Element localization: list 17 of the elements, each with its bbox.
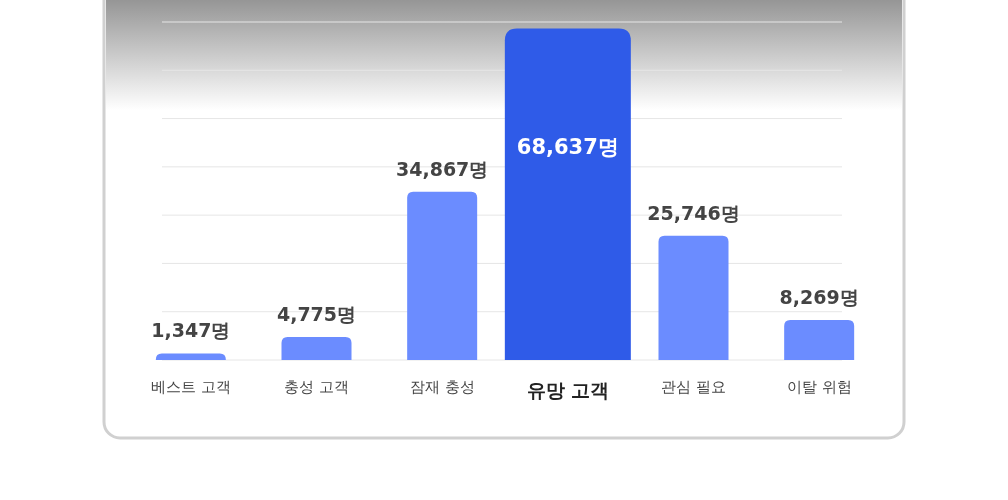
- data-label: 8,269명: [779, 286, 859, 309]
- data-label: 68,637명: [516, 135, 619, 160]
- bar: [155, 353, 226, 360]
- data-label: 1,347명: [151, 319, 231, 342]
- x-tick-label: 유망 고객: [526, 379, 610, 401]
- bar: [281, 336, 352, 360]
- data-label: 25,746명: [647, 201, 740, 224]
- bar: [658, 235, 729, 360]
- x-tick-label: 관심 필요: [661, 378, 726, 396]
- bar: [784, 320, 855, 360]
- x-tick-label: 충성 고객: [284, 378, 349, 396]
- x-tick-label: 잠재 충성: [409, 378, 475, 396]
- data-label: 34,867명: [396, 157, 489, 180]
- data-label: 4,775명: [276, 302, 357, 325]
- x-tick-label: 베스트 고객: [150, 378, 231, 396]
- bar: [407, 191, 478, 360]
- x-tick-label: 이탈 위험: [786, 378, 852, 396]
